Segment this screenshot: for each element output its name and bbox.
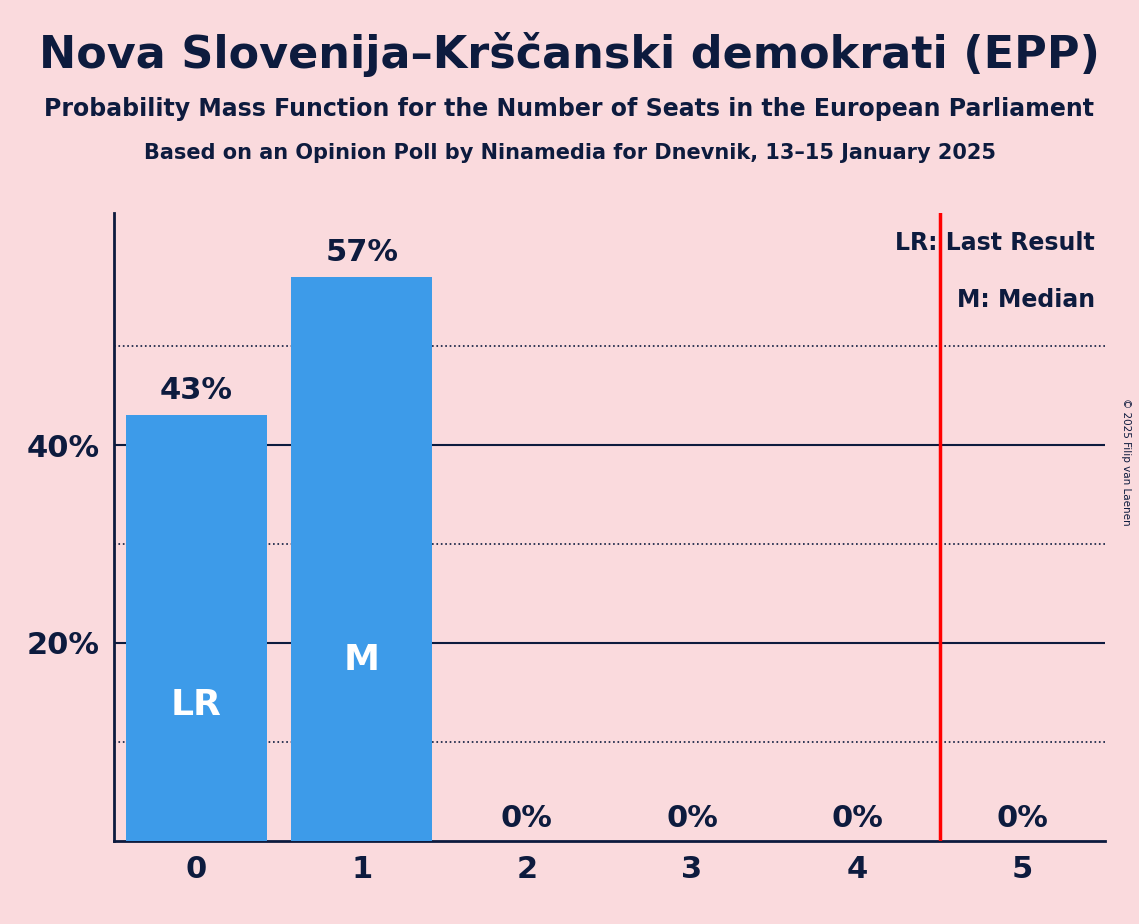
Text: M: M <box>344 643 379 677</box>
Text: M: Median: M: Median <box>957 288 1095 312</box>
Text: LR: LR <box>171 687 222 722</box>
Text: 57%: 57% <box>325 238 399 267</box>
Text: Probability Mass Function for the Number of Seats in the European Parliament: Probability Mass Function for the Number… <box>44 97 1095 121</box>
Text: 0%: 0% <box>666 804 718 833</box>
Bar <box>292 277 432 841</box>
Text: 43%: 43% <box>159 376 233 406</box>
Text: Nova Slovenija–Krščanski demokrati (EPP): Nova Slovenija–Krščanski demokrati (EPP) <box>39 32 1100 78</box>
Bar <box>126 416 267 841</box>
Text: 0%: 0% <box>997 804 1048 833</box>
Text: LR: Last Result: LR: Last Result <box>895 231 1095 255</box>
Text: Based on an Opinion Poll by Ninamedia for Dnevnik, 13–15 January 2025: Based on an Opinion Poll by Ninamedia fo… <box>144 143 995 164</box>
Text: 0%: 0% <box>501 804 552 833</box>
Text: © 2025 Filip van Laenen: © 2025 Filip van Laenen <box>1121 398 1131 526</box>
Text: 0%: 0% <box>831 804 883 833</box>
